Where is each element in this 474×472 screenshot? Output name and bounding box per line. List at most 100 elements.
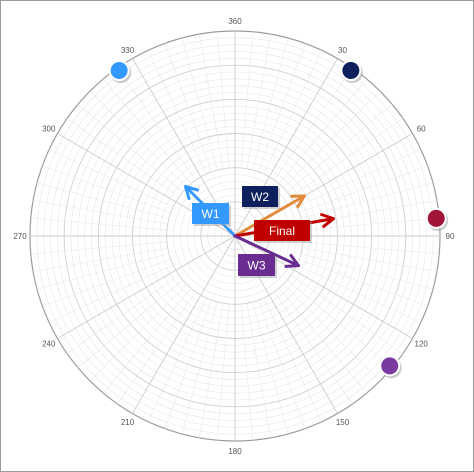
angle-tick-label: 30 xyxy=(338,46,347,55)
angle-tick-label: 210 xyxy=(121,418,135,427)
label-box xyxy=(192,203,229,224)
grid-spoke xyxy=(273,67,353,181)
direction-markers xyxy=(108,60,449,379)
grid-spoke xyxy=(263,50,322,175)
grid-spoke xyxy=(66,274,180,354)
vector-arrows: W1 W2 Final W3 xyxy=(184,185,335,278)
vector-shaft xyxy=(233,194,306,238)
grid-spoke xyxy=(30,217,168,231)
grid-spoke xyxy=(298,258,428,307)
angle-tick-label: 90 xyxy=(446,232,455,241)
grid-spoke xyxy=(49,149,174,208)
grid-spoke xyxy=(148,297,207,422)
grid-spoke xyxy=(286,104,393,193)
arrowhead xyxy=(284,254,300,268)
angle-tick-label: 360 xyxy=(228,17,242,26)
grid-spoke xyxy=(257,43,306,173)
arrowhead xyxy=(184,185,200,201)
grid-spoke xyxy=(103,287,192,394)
grid-spoke xyxy=(290,274,404,354)
grid-spoke xyxy=(89,90,188,189)
grid-spoke xyxy=(181,301,218,435)
grid-spoke xyxy=(240,303,254,441)
label-text: W1 xyxy=(202,207,220,221)
grid-spoke xyxy=(33,200,169,225)
grid-spoke xyxy=(246,302,271,438)
grid-spoke xyxy=(42,165,172,214)
grid-spoke xyxy=(89,283,188,382)
angular-grid-spokes xyxy=(30,31,440,441)
angle-tick-label: 60 xyxy=(417,125,426,134)
angle-tick-label: 240 xyxy=(42,340,56,349)
label-box xyxy=(242,186,278,207)
grid-spoke xyxy=(117,67,197,181)
grid-spoke xyxy=(216,31,230,169)
angle-tick-labels: 360 30 60 90 120 150 180 210 240 270 300 330 xyxy=(13,17,455,456)
grid-spoke xyxy=(296,149,421,208)
grid-spoke xyxy=(296,264,421,323)
angle-tick-label: 270 xyxy=(13,232,27,241)
grid-spoke xyxy=(42,258,172,307)
grid-spoke xyxy=(302,241,440,255)
grid-spoke xyxy=(132,235,236,414)
angle-tick-label: 150 xyxy=(336,418,350,427)
vector-shaft xyxy=(233,234,300,268)
label-text: W2 xyxy=(251,190,269,204)
grid-spoke xyxy=(240,31,254,169)
vector-label-final: Final xyxy=(254,220,312,243)
direction-marker xyxy=(342,62,360,80)
grid-spoke xyxy=(164,299,213,429)
grid-spoke xyxy=(117,291,197,405)
grid-spoke xyxy=(286,279,393,368)
grid-spoke xyxy=(66,118,180,198)
grid-spoke xyxy=(33,247,169,272)
grid-spoke xyxy=(282,283,381,382)
grid-spoke xyxy=(278,287,367,394)
grid-spoke xyxy=(234,235,413,339)
angle-tick-label: 300 xyxy=(42,125,56,134)
grid-spoke xyxy=(298,165,428,214)
grid-spoke xyxy=(148,50,207,175)
grid-spoke xyxy=(300,182,434,219)
angle-tick-label: 120 xyxy=(415,340,429,349)
grid-spoke xyxy=(278,78,367,185)
grid-spoke xyxy=(273,291,353,405)
vector-label-w2: W2 xyxy=(242,186,280,209)
grid-spoke xyxy=(257,299,306,429)
grid-spoke xyxy=(263,297,322,422)
grid-spoke xyxy=(199,302,224,438)
grid-spoke xyxy=(302,217,440,231)
grid-spoke xyxy=(301,247,437,272)
label-text: W3 xyxy=(248,259,266,273)
grid-spoke xyxy=(216,303,230,441)
vector-label-w3: W3 xyxy=(238,254,277,278)
grid-spoke xyxy=(252,37,289,171)
grid-spoke xyxy=(36,253,170,290)
label-box xyxy=(238,254,275,276)
label-box xyxy=(254,220,310,241)
vector-w3 xyxy=(233,234,300,268)
direction-marker xyxy=(110,62,128,80)
grid-spoke xyxy=(49,264,174,323)
vector-label-w1: W1 xyxy=(192,203,231,226)
angle-tick-label: 180 xyxy=(228,447,242,456)
grid-spoke xyxy=(300,253,434,290)
grid-spoke xyxy=(252,301,289,435)
angle-tick-label: 330 xyxy=(121,46,135,55)
grid-spoke xyxy=(103,78,192,185)
direction-marker xyxy=(381,357,399,375)
vector-w2 xyxy=(233,194,306,238)
grid-spoke xyxy=(246,34,271,170)
grid-spoke xyxy=(57,235,236,339)
arrowhead xyxy=(290,194,306,209)
direction-marker xyxy=(427,209,445,227)
grid-spoke xyxy=(199,34,224,170)
grid-spoke xyxy=(282,90,381,189)
grid-spoke xyxy=(164,43,213,173)
grid-spoke xyxy=(77,104,184,193)
grid-spoke xyxy=(290,118,404,198)
grid-spoke xyxy=(36,182,170,219)
grid-spoke xyxy=(181,37,218,171)
